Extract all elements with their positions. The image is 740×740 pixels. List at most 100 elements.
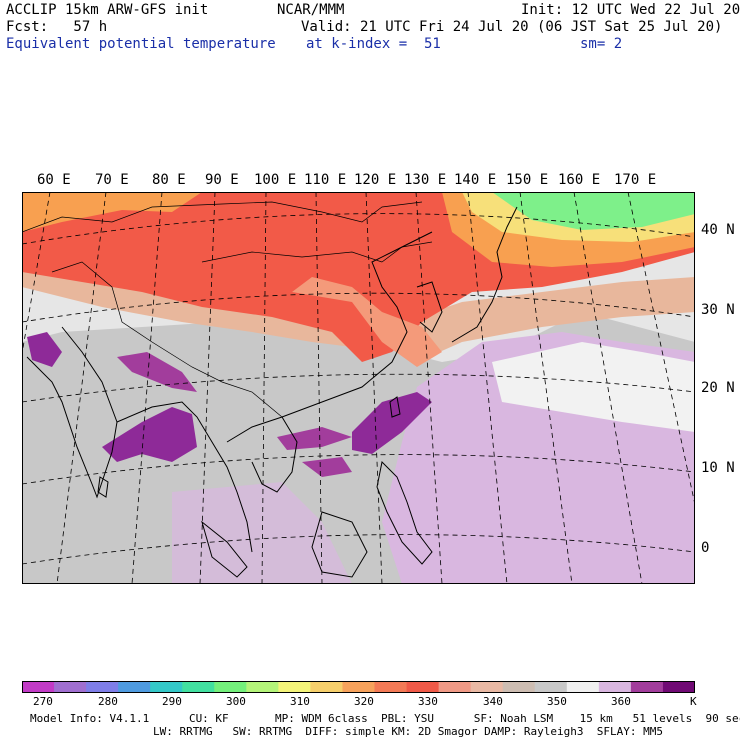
colorbar-swatch [438,681,472,693]
lon-label: 60 E [37,172,71,188]
purple-zone-scs [277,427,352,450]
meridian [365,192,383,584]
colorbar-frame [22,681,695,693]
colorbar-swatch [246,681,279,693]
colorbar-swatch [22,681,55,693]
coast-bay-of-bengal [116,401,253,553]
graticule [22,192,695,584]
meridian [315,192,323,584]
meridian [22,192,51,356]
parallel-40n [22,213,695,245]
orange-field [22,192,202,232]
colorbar-tick: 310 [290,695,310,708]
purple-zone-bengal [102,407,197,462]
meridian [573,192,643,584]
coast-philippines [376,460,433,565]
valid-time: Valid: 21 UTC Fri 24 Jul 20 (06 JST Sat … [301,19,723,35]
lat-label: 40 N [701,222,735,238]
colorbar-swatch [278,681,311,693]
meridian [131,192,163,584]
colorbar-swatch [118,681,151,693]
meridian [467,192,508,584]
lon-label: 140 E [454,172,497,188]
parallel-20n [22,373,695,403]
purple-zone-india-west [27,332,62,367]
lon-label: 100 E [254,172,297,188]
lon-label: 150 E [506,172,549,188]
colorbar-swatch [86,681,119,693]
lat-label: 10 N [701,460,735,476]
colorbar-swatch [310,681,343,693]
colorbar-swatch [374,681,408,693]
parallel-30n [22,292,695,323]
colorbar-swatch [662,681,695,693]
colorbar-tick: 360 [611,695,631,708]
tan-field-east [402,277,695,362]
coast-sumatra [201,520,248,578]
lon-label: 90 E [205,172,239,188]
border-russia-china [381,241,433,263]
parallel-0 [22,534,695,565]
lat-label: 20 N [701,380,735,396]
colorbar-tick: 280 [98,695,118,708]
colorbar-tick: 340 [483,695,503,708]
lat-label: 30 N [701,302,735,318]
model-info-line1: Model Info: V4.1.1 CU: KF MP: WDM 6class… [30,712,740,725]
coast-taiwan [389,396,401,418]
colorbar-swatch [342,681,376,693]
meridian [261,192,267,584]
model-level: at k-index = 51 [306,36,441,52]
colorbar-unit: K [690,695,697,708]
init-time: Init: 12 UTC Wed 22 Jul 20 [521,2,740,18]
meridian [199,192,216,584]
colorbar-swatch [214,681,247,693]
theta-e-map [22,192,695,584]
lat-label: 0 [701,540,710,556]
lon-label: 70 E [95,172,129,188]
lon-label: 130 E [404,172,447,188]
colorbar-tick: 300 [226,695,246,708]
colorbar-swatch [182,681,215,693]
meridian [519,192,573,584]
organization-label: NCAR/MMM [277,2,345,18]
salmon-field [292,277,442,367]
lavender-region-indianocean [172,482,352,584]
colorbar-swatch [470,681,504,693]
colorbar [22,681,695,693]
coast-borneo [311,511,368,578]
smoothing-value: sm= 2 [580,36,623,52]
colorbar-tick: 320 [354,695,374,708]
coastlines [26,206,518,578]
coast-china [281,231,433,418]
meridian [415,192,443,584]
coast-japan [451,206,518,343]
map-frame [22,192,695,584]
colorbar-tick: 290 [162,695,182,708]
colorbar-swatch [54,681,87,693]
green-field [492,192,695,230]
model-title: ACCLIP 15km ARW-GFS init [6,2,209,18]
colorbar-swatch [630,681,664,693]
field-name: Equivalent potential temperature [6,36,276,52]
coast-india [26,326,118,499]
border-mongolia [201,251,383,263]
colorbar-swatch [502,681,536,693]
coast-korea [416,281,443,333]
purple-zone-indochina [302,457,352,477]
colorbar-tick: 330 [418,695,438,708]
coast-srilanka [97,476,109,498]
colorbar-tick: 270 [33,695,53,708]
lon-label: 170 E [614,172,657,188]
lon-label: 160 E [558,172,601,188]
meridian [627,192,695,507]
parallel-10n [22,454,695,485]
meridian [56,192,107,584]
border-south-asia [51,261,283,418]
lon-label: 80 E [152,172,186,188]
colorbar-tick: 350 [547,695,567,708]
border-central-asia [22,201,423,233]
colorbar-swatch [406,681,440,693]
lon-label: 110 E [304,172,347,188]
forecast-hour: Fcst: 57 h [6,19,108,35]
purple-zone-philsea [352,392,432,454]
